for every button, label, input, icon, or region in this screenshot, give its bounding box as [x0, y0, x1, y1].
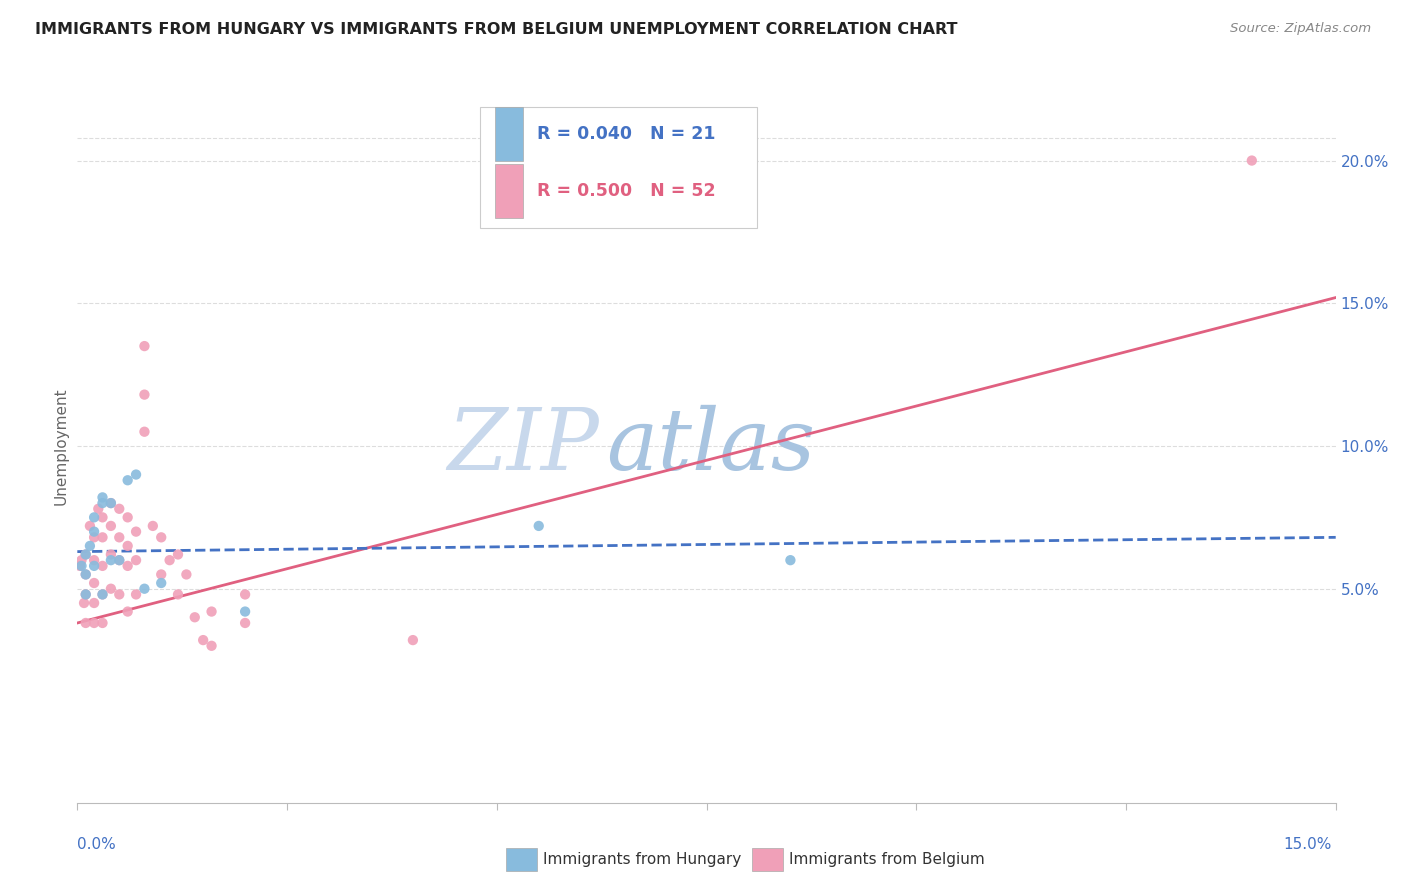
Text: atlas: atlas [606, 405, 815, 487]
Point [233, 605, 256, 619]
Point [134, 387, 156, 401]
Point [100, 496, 122, 510]
Point [83, 576, 105, 591]
Point [70, 553, 93, 567]
Point [83, 553, 105, 567]
Point [79, 539, 101, 553]
Point [91, 615, 114, 630]
Point [91, 510, 114, 524]
Text: ZIP: ZIP [447, 405, 599, 487]
Point [83, 596, 105, 610]
Point [402, 633, 425, 648]
Point [83, 524, 105, 539]
Text: Immigrants from Hungary: Immigrants from Hungary [543, 853, 741, 867]
Point [167, 587, 190, 601]
Point [83, 615, 105, 630]
Point [91, 491, 114, 505]
Point [134, 339, 156, 353]
Point [91, 587, 114, 601]
FancyBboxPatch shape [495, 164, 523, 218]
Point [91, 587, 114, 601]
Point [200, 639, 222, 653]
Point [117, 510, 139, 524]
Point [159, 553, 181, 567]
Point [83, 510, 105, 524]
Text: 15.0%: 15.0% [1284, 837, 1331, 852]
Point [100, 582, 122, 596]
Point [75, 548, 97, 562]
Point [191, 633, 215, 648]
Point [125, 553, 148, 567]
Y-axis label: Unemployment: Unemployment [53, 387, 69, 505]
Point [117, 473, 139, 487]
Point [176, 567, 198, 582]
Text: Source: ZipAtlas.com: Source: ZipAtlas.com [1230, 22, 1371, 36]
Point [108, 501, 131, 516]
Point [134, 425, 156, 439]
Point [134, 582, 156, 596]
FancyBboxPatch shape [495, 107, 523, 161]
Point [91, 558, 114, 573]
Point [527, 519, 550, 533]
Text: R = 0.040   N = 21: R = 0.040 N = 21 [537, 125, 716, 143]
Text: IMMIGRANTS FROM HUNGARY VS IMMIGRANTS FROM BELGIUM UNEMPLOYMENT CORRELATION CHAR: IMMIGRANTS FROM HUNGARY VS IMMIGRANTS FR… [35, 22, 957, 37]
Point [87, 501, 110, 516]
Text: 0.0%: 0.0% [77, 837, 117, 852]
Point [779, 553, 801, 567]
Point [100, 548, 122, 562]
Point [108, 553, 131, 567]
Point [100, 519, 122, 533]
Point [125, 467, 148, 482]
Point [75, 587, 97, 601]
Point [200, 605, 222, 619]
Point [69, 558, 91, 573]
Text: R = 0.500   N = 52: R = 0.500 N = 52 [537, 182, 716, 200]
Point [83, 530, 105, 544]
Point [108, 530, 131, 544]
Point [150, 567, 173, 582]
Point [184, 610, 207, 624]
Point [79, 519, 101, 533]
Point [233, 587, 256, 601]
Point [73, 596, 96, 610]
Point [108, 587, 131, 601]
Point [150, 576, 173, 591]
Text: Immigrants from Belgium: Immigrants from Belgium [789, 853, 984, 867]
Point [100, 553, 122, 567]
Point [108, 553, 131, 567]
Point [233, 615, 256, 630]
Point [150, 530, 173, 544]
Point [117, 539, 139, 553]
Point [75, 567, 97, 582]
Point [142, 519, 165, 533]
Point [83, 558, 105, 573]
Point [1240, 153, 1263, 168]
Point [75, 587, 97, 601]
Point [100, 496, 122, 510]
Point [75, 567, 97, 582]
Point [125, 587, 148, 601]
Point [75, 615, 97, 630]
Point [167, 548, 190, 562]
Point [117, 558, 139, 573]
Point [70, 558, 93, 573]
Point [75, 548, 97, 562]
Point [91, 530, 114, 544]
Point [91, 496, 114, 510]
Point [117, 605, 139, 619]
FancyBboxPatch shape [479, 107, 756, 228]
Point [125, 524, 148, 539]
